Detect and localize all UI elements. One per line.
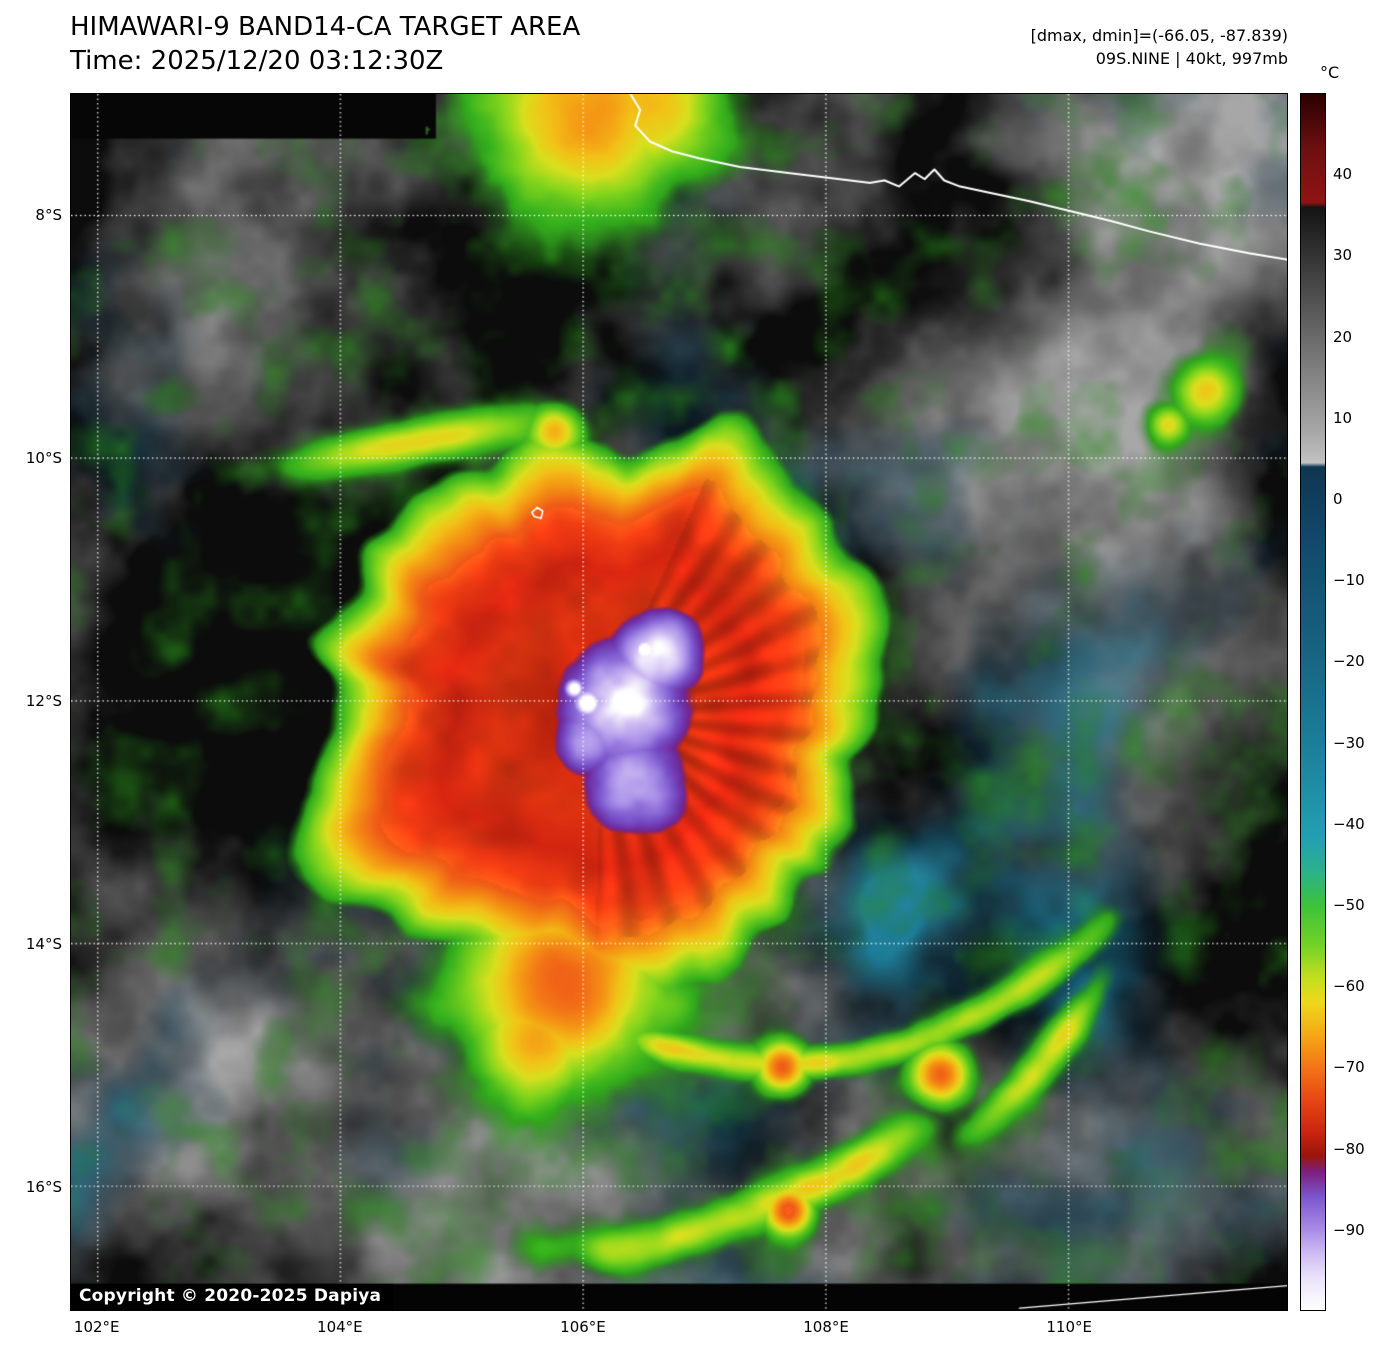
y-tick-label: 12°S [25,691,62,710]
x-tick-label: 104°E [317,1318,363,1336]
colorbar-tick-label: 40 [1333,165,1353,184]
x-tick-label: 106°E [560,1318,606,1336]
header-right: [dmax, dmin]=(-66.05, -87.839) 09S.NINE … [1031,24,1288,70]
timestamp-label: Time: 2025/12/20 03:12:30Z [70,46,444,76]
colorbar-tick-label: −40 [1333,814,1365,833]
colorbar-tick-label: 0 [1333,490,1343,508]
colorbar-tick-label: −50 [1333,896,1365,914]
colorbar-tick-label: 10 [1333,408,1353,427]
x-tick-label: 108°E [803,1318,849,1336]
storm-info-label: 09S.NINE | 40kt, 997mb [1095,49,1288,68]
colorbar-tick-label: −20 [1333,652,1365,671]
y-tick-label: 16°S [25,1178,62,1196]
colorbar-tick-label: 20 [1333,327,1353,346]
y-tick-label: 14°S [25,934,62,953]
colorbar-unit-label: °C [1320,63,1340,82]
y-tick-label: 10°S [25,448,62,467]
colorbar-tick-label: −80 [1333,1139,1365,1158]
x-tick-label: 102°E [73,1318,120,1336]
page-title: HIMAWARI-9 BAND14-CA TARGET AREA [70,12,581,42]
y-tick-label: 8°S [35,205,62,224]
colorbar [1300,93,1326,1311]
colorbar-tick-label: −70 [1333,1058,1365,1077]
colorbar-tick-label: 30 [1333,246,1353,265]
colorbar-tick-label: −60 [1333,977,1365,996]
satellite-canvas [71,94,1287,1310]
x-tick-label: 110°E [1046,1318,1092,1336]
dmax-dmin-label: [dmax, dmin]=(-66.05, -87.839) [1030,26,1288,45]
map-panel: Copyright © 2020-2025 Dapiya [70,93,1288,1311]
colorbar-tick-label: −30 [1333,733,1365,752]
copyright-badge: Copyright © 2020-2025 Dapiya [71,1284,394,1310]
header-left: HIMAWARI-9 BAND14-CA TARGET AREA Time: 2… [70,10,580,78]
colorbar-tick-label: −10 [1333,571,1365,590]
colorbar-tick-label: −90 [1333,1220,1365,1239]
